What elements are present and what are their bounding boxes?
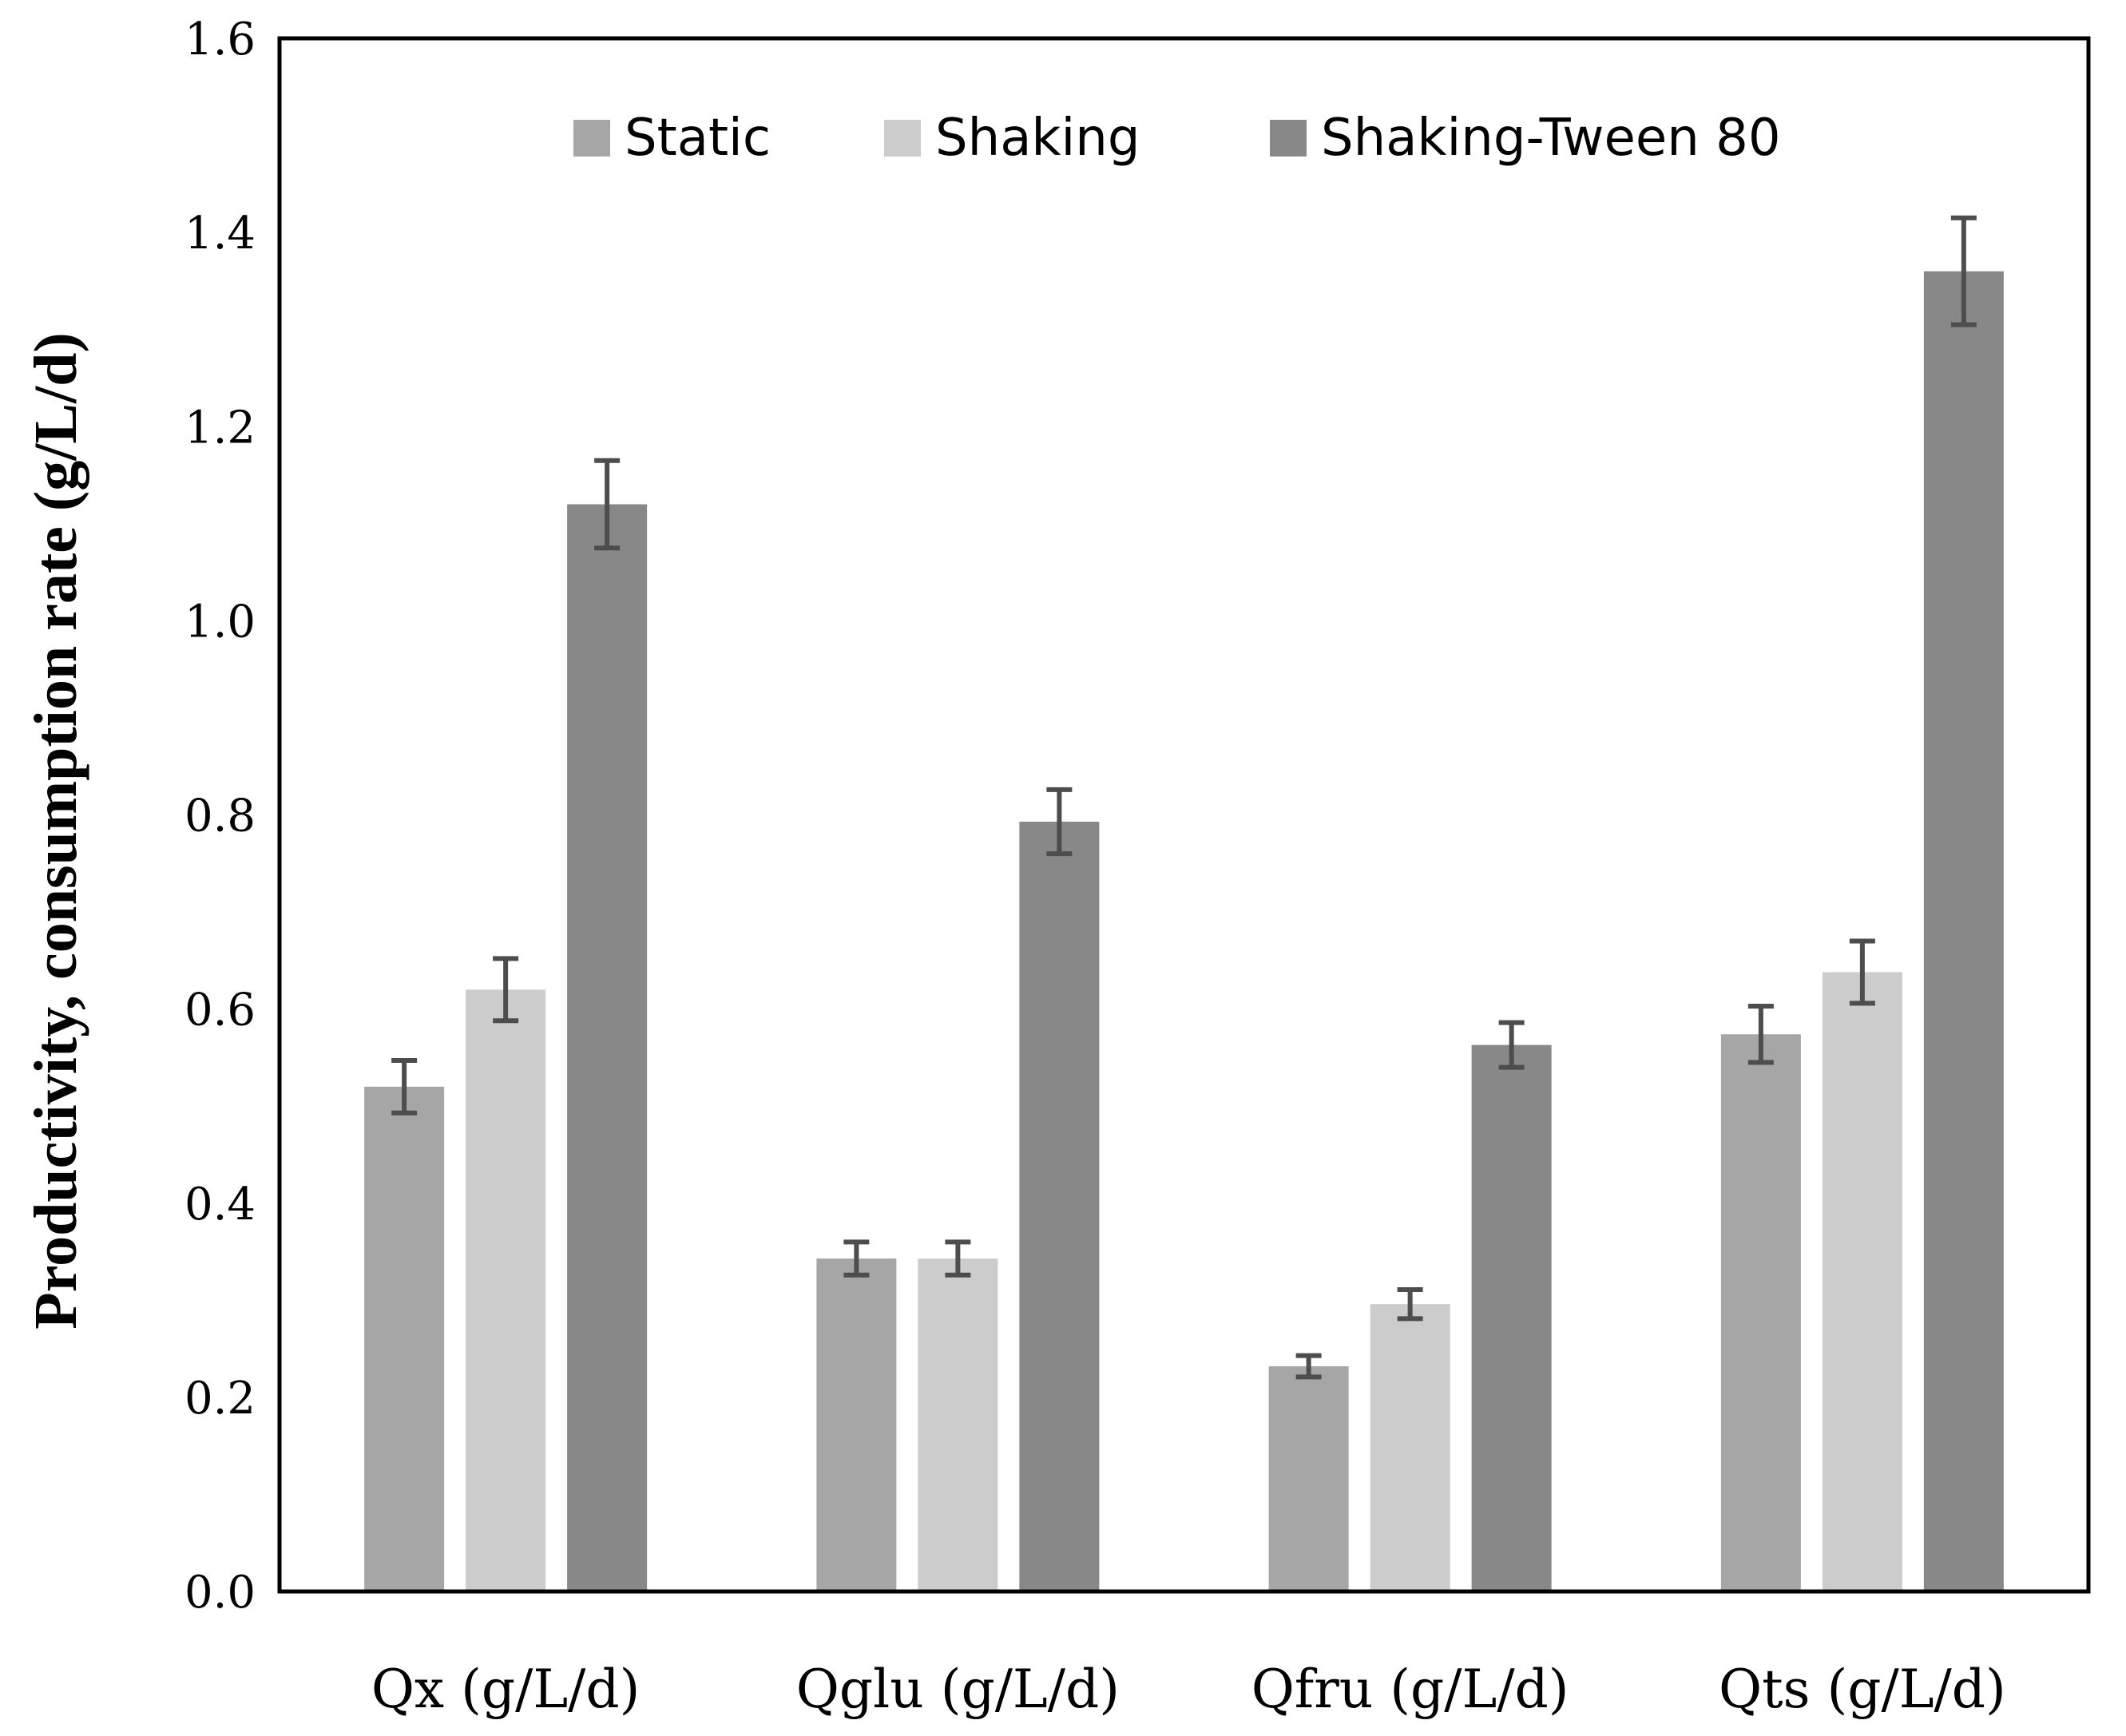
error-bar	[594, 458, 621, 551]
bar-shaking-tween-80	[1019, 822, 1100, 1591]
x-category-label: Qfru (g/L/d)	[1251, 1659, 1569, 1720]
error-bar	[1046, 787, 1073, 857]
legend-swatch	[1270, 120, 1307, 157]
error-bar	[1295, 1353, 1322, 1380]
bar-shaking	[1370, 1304, 1450, 1591]
bar-static	[1268, 1365, 1349, 1591]
error-bar	[1747, 1003, 1774, 1065]
y-tick-label: 1.6	[184, 14, 256, 65]
chart-marks: 0.0 0.2 0.4 0.6 0.8 1.0 1.2 1.4 1.6 Qx (g/L/d) Qgl…	[184, 14, 2006, 1720]
bar-shaking	[1822, 972, 1902, 1591]
bar-shaking-tween-80	[1923, 271, 2004, 1591]
bar-static	[1720, 1034, 1801, 1591]
y-tick-label: 0.6	[184, 985, 256, 1036]
error-bar	[1397, 1286, 1423, 1322]
plot-frame	[277, 36, 2091, 1594]
x-category-label: Qglu (g/L/d)	[796, 1659, 1120, 1720]
x-category-label: Qts (g/L/d)	[1719, 1659, 2006, 1720]
y-tick-label: 1.2	[184, 402, 256, 454]
error-bar	[843, 1239, 870, 1278]
error-bar	[493, 956, 519, 1024]
legend-swatch	[884, 120, 921, 157]
y-tick-label: 0.0	[184, 1567, 256, 1619]
y-axis-label: Productivity, consumption rate (g/L/d)	[22, 332, 89, 1329]
error-bar	[1950, 215, 1977, 327]
error-bar	[391, 1058, 418, 1116]
x-category-label: Qx (g/L/d)	[371, 1659, 641, 1720]
bar-shaking-tween-80	[1471, 1044, 1552, 1591]
y-tick-label: 0.2	[184, 1373, 256, 1425]
legend-label: Shaking-Tween 80	[1321, 109, 1781, 168]
legend-swatch	[573, 120, 610, 157]
bar-shaking	[466, 989, 546, 1591]
error-bar	[945, 1239, 971, 1278]
y-tick-label: 1.0	[184, 596, 256, 648]
bar-static	[816, 1258, 897, 1591]
bar-shaking-tween-80	[567, 504, 648, 1591]
y-tick-label: 0.4	[184, 1179, 256, 1231]
bar-shaking	[918, 1258, 998, 1591]
legend-label: Shaking	[935, 109, 1140, 168]
y-tick-label: 0.8	[184, 791, 256, 842]
error-bar	[1498, 1020, 1525, 1070]
legend: Static Shaking Shaking-Tween 80	[573, 109, 1781, 168]
y-tick-label: 1.4	[184, 208, 256, 260]
error-bar	[1849, 938, 1875, 1006]
legend-label: Static	[625, 109, 771, 168]
bar-static	[364, 1086, 445, 1591]
